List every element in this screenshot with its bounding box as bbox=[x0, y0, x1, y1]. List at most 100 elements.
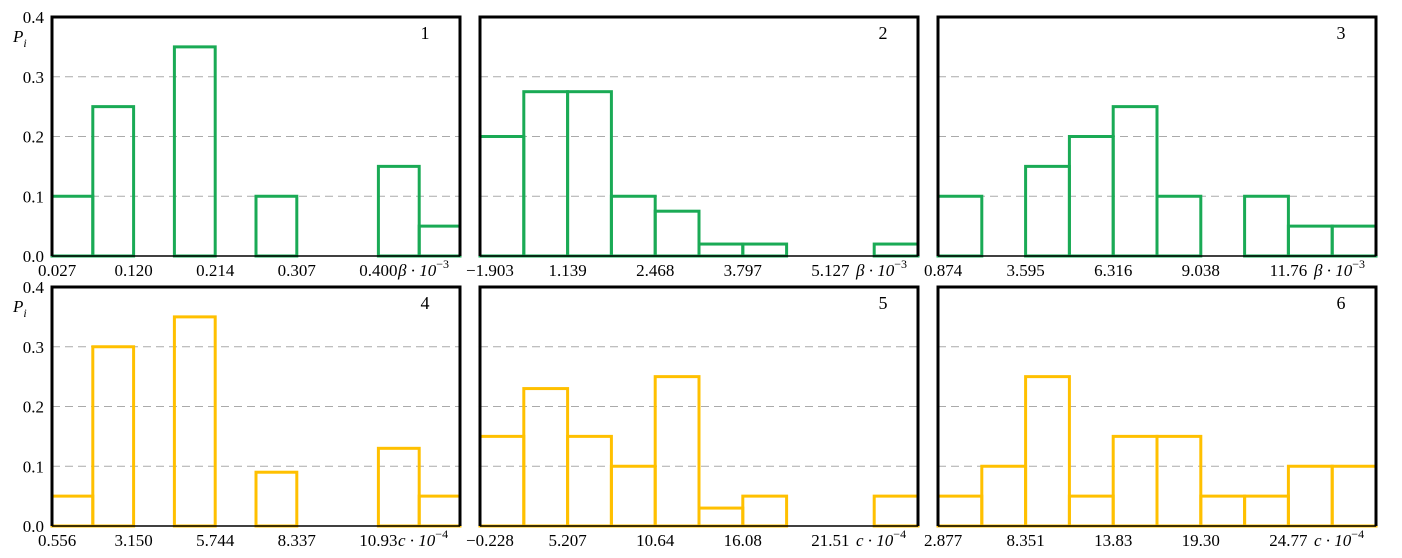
bar bbox=[936, 494, 984, 528]
x-tick-label: 1.139 bbox=[548, 261, 586, 280]
x-tick-label: 11.76 bbox=[1270, 261, 1308, 280]
panel-5: 5 −0.228 5.207 10.64 16.08 21.51 c · 10−4 bbox=[466, 285, 920, 550]
panel-number-label: 6 bbox=[1337, 293, 1346, 313]
bar bbox=[417, 224, 462, 258]
bar bbox=[172, 45, 217, 258]
plot-frame bbox=[478, 285, 920, 526]
bar bbox=[1067, 494, 1115, 528]
bar bbox=[50, 494, 95, 528]
y-tick-label: 0.1 bbox=[23, 187, 44, 206]
bar bbox=[1286, 464, 1334, 528]
x-tick-label: 3.797 bbox=[724, 261, 763, 280]
x-tick-label: 2.468 bbox=[636, 261, 674, 280]
panel-number-label: 1 bbox=[421, 23, 430, 43]
bar bbox=[1330, 464, 1378, 528]
bar bbox=[1286, 224, 1334, 258]
y-tick-label: 0.4 bbox=[23, 8, 45, 27]
bar bbox=[478, 434, 526, 528]
panel-number-label: 4 bbox=[421, 293, 430, 313]
x-tick-label: −0.228 bbox=[466, 531, 514, 550]
bar bbox=[522, 387, 570, 528]
x-tick-label: 5.127 bbox=[811, 261, 850, 280]
bar bbox=[254, 470, 299, 528]
x-tick-label: 0.307 bbox=[278, 261, 317, 280]
panel-4: 4 0.0 0.1 0.2 0.3 0.4Pi 0.556 3.150 5.744 8.337 10… bbox=[12, 278, 462, 550]
bar bbox=[1024, 375, 1071, 528]
x-tick-label: 5.744 bbox=[196, 531, 235, 550]
bar bbox=[872, 242, 920, 258]
bar bbox=[741, 242, 789, 258]
bar bbox=[1243, 194, 1290, 258]
bar bbox=[741, 494, 789, 528]
bar bbox=[566, 434, 613, 528]
bar bbox=[91, 105, 136, 258]
bar bbox=[91, 345, 136, 528]
x-tick-label: −1.903 bbox=[466, 261, 514, 280]
y-tick-label: 0.0 bbox=[23, 247, 44, 266]
x-tick-label: 8.337 bbox=[278, 531, 317, 550]
x-axis-label: c · 10−4 bbox=[856, 527, 906, 550]
plot-frame bbox=[50, 15, 462, 256]
x-tick-label: 3.595 bbox=[1006, 261, 1044, 280]
bar bbox=[566, 90, 613, 258]
panel-3: 3 0.874 3.595 6.316 9.038 11.76 β · 10−3 bbox=[924, 15, 1378, 280]
x-axis-label: β · 10−3 bbox=[855, 257, 907, 280]
x-tick-label: 5.207 bbox=[548, 531, 587, 550]
x-tick-label: 0.400 bbox=[359, 261, 397, 280]
y-tick-label: 0.0 bbox=[23, 517, 44, 536]
x-tick-label: 16.08 bbox=[724, 531, 762, 550]
bar bbox=[172, 315, 217, 528]
y-tick-label: 0.3 bbox=[23, 338, 44, 357]
panel-number-label: 5 bbox=[879, 293, 888, 313]
bar bbox=[1330, 224, 1378, 258]
bar bbox=[872, 494, 920, 528]
bar bbox=[609, 464, 657, 528]
bar bbox=[1199, 494, 1247, 528]
bar bbox=[609, 194, 657, 258]
x-tick-label: 9.038 bbox=[1182, 261, 1220, 280]
bar bbox=[376, 164, 421, 258]
x-tick-label: 8.351 bbox=[1006, 531, 1044, 550]
bar bbox=[254, 194, 299, 258]
x-axis-label: β · 10−3 bbox=[397, 257, 449, 280]
bar bbox=[1024, 164, 1071, 258]
plot-frame bbox=[936, 15, 1378, 256]
x-tick-label: 0.556 bbox=[38, 531, 76, 550]
panel-2: 2 −1.903 1.139 2.468 3.797 5.127 β · 10−3 bbox=[466, 15, 920, 280]
y-tick-label: 0.4 bbox=[23, 278, 45, 297]
bar bbox=[522, 90, 570, 258]
bar bbox=[980, 464, 1028, 528]
x-tick-label: 10.64 bbox=[636, 531, 675, 550]
x-axis-label: β · 10−3 bbox=[1313, 257, 1365, 280]
bar bbox=[936, 194, 984, 258]
y-tick-label: 0.2 bbox=[23, 398, 44, 417]
panel-number-label: 3 bbox=[1337, 23, 1346, 43]
x-axis-label: c · 10−4 bbox=[1314, 527, 1364, 550]
x-tick-label: 10.93 bbox=[359, 531, 397, 550]
bar bbox=[1111, 434, 1159, 528]
y-axis-label: Pi bbox=[12, 297, 27, 320]
bar bbox=[417, 494, 462, 528]
bar bbox=[1155, 194, 1203, 258]
plot-frame bbox=[50, 285, 462, 526]
y-axis-label: Pi bbox=[12, 27, 27, 50]
bar bbox=[697, 242, 745, 258]
x-axis-label: c · 10−4 bbox=[398, 527, 448, 550]
bar bbox=[653, 209, 701, 258]
bar bbox=[376, 446, 421, 528]
bar bbox=[1243, 494, 1290, 528]
y-tick-label: 0.2 bbox=[23, 128, 44, 147]
plot-frame bbox=[478, 15, 920, 256]
bar bbox=[50, 194, 95, 258]
panel-number-label: 2 bbox=[879, 23, 888, 43]
panel-6: 6 2.877 8.351 13.83 19.30 24.77 c · 10−4 bbox=[924, 285, 1378, 550]
bar bbox=[697, 506, 745, 528]
bar bbox=[1111, 105, 1159, 258]
x-tick-label: 0.120 bbox=[114, 261, 152, 280]
x-tick-label: 0.874 bbox=[924, 261, 963, 280]
x-tick-label: 24.77 bbox=[1269, 531, 1308, 550]
y-tick-label: 0.3 bbox=[23, 68, 44, 87]
y-tick-label: 0.1 bbox=[23, 457, 44, 476]
bar bbox=[653, 375, 701, 528]
